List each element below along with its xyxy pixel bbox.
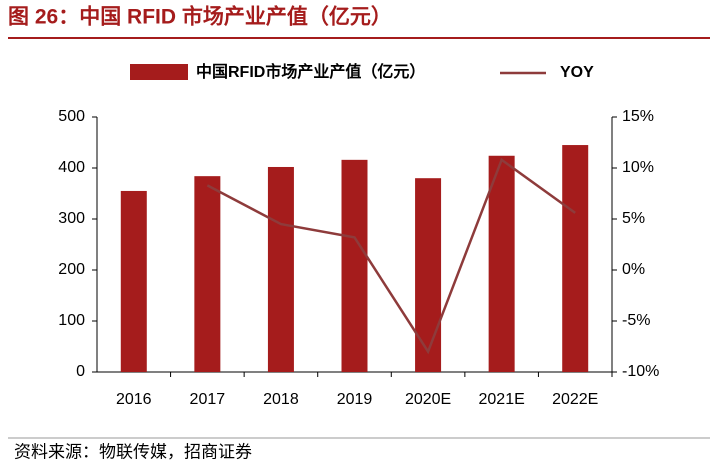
x-tick-label: 2018 (263, 391, 299, 408)
bar (415, 178, 442, 372)
y2-tick-label: -10% (622, 363, 659, 380)
y-tick-label: 400 (58, 159, 85, 176)
bar (120, 190, 147, 372)
bar (194, 176, 221, 372)
chart-title: 图 26：中国 RFID 市场产业产值（亿元） (8, 5, 392, 29)
x-tick-label: 2021E (479, 391, 525, 408)
line (206, 157, 576, 355)
x-tick-label: 2017 (190, 391, 226, 408)
x-tick-label: 2016 (116, 391, 152, 408)
bar (562, 145, 589, 372)
source: 资料来源：物联传媒，招商证券 (14, 442, 252, 461)
y-tick-label: 200 (58, 261, 85, 278)
x-tick-label: 2020E (405, 391, 451, 408)
y2-tick-label: -5% (622, 312, 650, 329)
y2-tick-label: 0% (622, 261, 645, 278)
y2-tick-label: 5% (622, 210, 645, 227)
legend-swatch (130, 64, 188, 80)
y-tick-label: 300 (58, 210, 85, 227)
y2-tick-label: 10% (622, 159, 654, 176)
y-tick-label: 0 (76, 363, 85, 380)
legend-label: YOY (560, 64, 594, 81)
y-tick-label: 500 (58, 108, 85, 125)
y-tick-label: 100 (58, 312, 85, 329)
y2-tick-label: 15% (622, 108, 654, 125)
legend-label: 中国RFID市场产业产值（亿元） (196, 62, 425, 81)
x-tick-label: 2022E (552, 391, 598, 408)
bar (341, 159, 368, 372)
bar (267, 166, 294, 372)
x-tick-label: 2019 (337, 391, 373, 408)
bar (488, 155, 515, 372)
